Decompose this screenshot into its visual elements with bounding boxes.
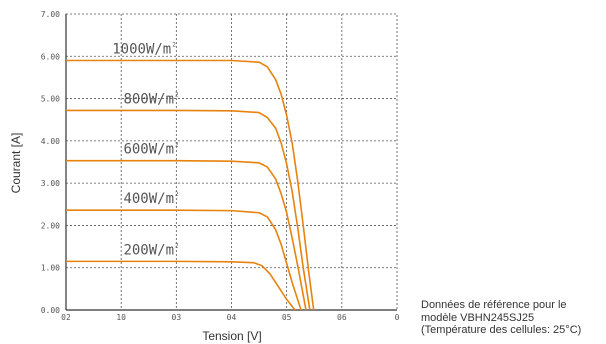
y-tick-label: 3.00: [41, 179, 60, 188]
reference-note: Données de référence pour le modèle VBHN…: [421, 299, 606, 337]
curve-label-sup-1: 2: [175, 91, 179, 98]
x-tick-label: 10: [116, 313, 126, 322]
x-tick-label: 02: [61, 313, 71, 322]
curve-label-sup-4: 2: [175, 242, 179, 249]
curve-label-3: 400W/m: [123, 191, 174, 207]
note-line-2: modèle VBHN245SJ25: [421, 311, 535, 324]
curve-label-sup-2: 2: [175, 142, 179, 149]
x-tick-label: 03: [172, 313, 182, 322]
curve-label-sup-0: 2: [172, 42, 176, 49]
curve-4: [66, 260, 296, 311]
curves: [66, 59, 315, 311]
x-tick-label: 0: [395, 313, 400, 322]
y-axis-title: Courant [A]: [9, 133, 23, 194]
curve-3: [66, 209, 302, 311]
curve-2: [66, 159, 307, 311]
curve-0: [66, 59, 315, 311]
x-tick-label: 04: [227, 313, 237, 322]
x-tick-label: 06: [337, 313, 347, 322]
y-tick-label: 1.00: [41, 264, 60, 273]
x-tick-label: 05: [282, 313, 292, 322]
x-axis-title: Tension [V]: [202, 329, 261, 343]
y-tick-label: 0.00: [41, 306, 60, 315]
y-tick-label: 5.00: [41, 95, 60, 104]
note-line-1: Données de référence pour le: [421, 299, 567, 311]
curve-label-2: 600W/m: [123, 142, 174, 158]
curve-1: [66, 109, 311, 311]
curve-label-1: 800W/m: [123, 91, 174, 107]
note-line-3: (Température des cellules: 25°C): [421, 324, 582, 336]
y-axis-ticks: 0.00 1.00 2.00 3.00 4.00 5.00 6.00 7.00: [41, 10, 60, 315]
y-tick-label: 7.00: [41, 10, 60, 19]
y-tick-label: 2.00: [41, 221, 60, 230]
y-tick-label: 4.00: [41, 137, 60, 146]
curve-label-sup-3: 2: [175, 191, 179, 198]
y-tick-label: 6.00: [41, 52, 60, 61]
curve-label-0: 1000W/m: [112, 42, 171, 58]
curve-label-4: 200W/m: [123, 242, 174, 258]
x-axis-ticks: 02 10 03 04 05 06 0: [61, 313, 399, 322]
grid-lines: [66, 14, 397, 310]
